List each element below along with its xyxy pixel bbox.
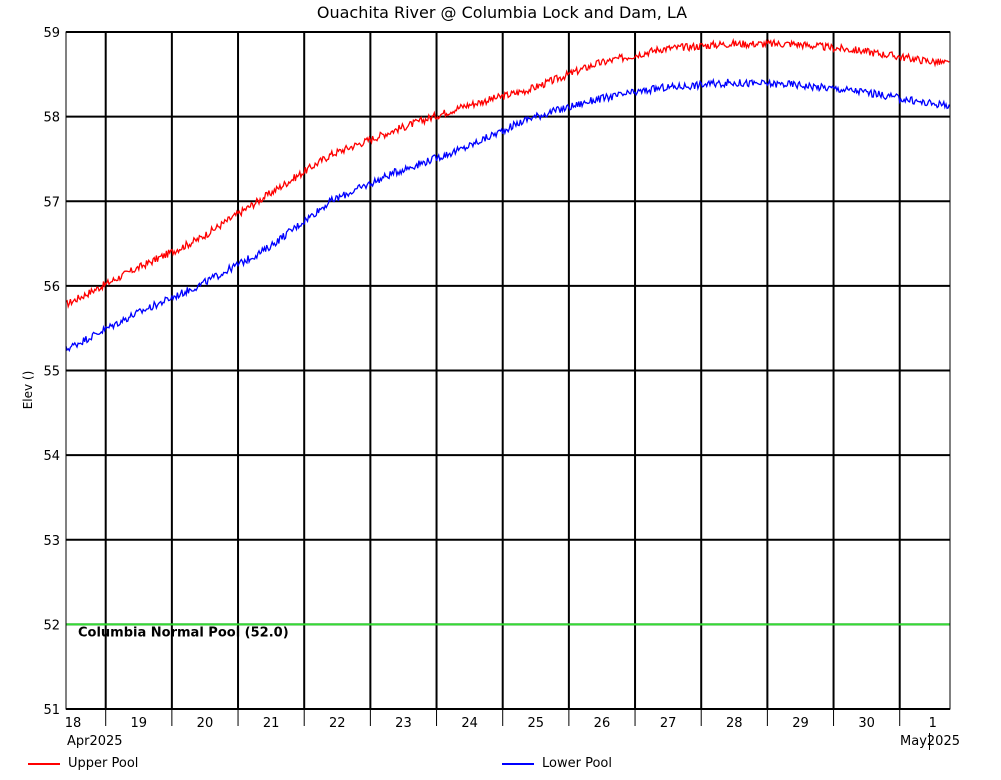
y-tick-label: 53 (43, 534, 60, 549)
y-tick-label: 59 (43, 26, 60, 41)
legend-label-lower-pool: Lower Pool (542, 756, 612, 771)
y-axis-label: Elev () (21, 371, 35, 410)
series-line-upper-pool (65, 37, 950, 310)
y-tick-labels: 51 52 53 54 55 56 57 58 59 (43, 26, 60, 718)
y-tick-label: 58 (43, 111, 60, 126)
x-start-label: Apr2025 (67, 734, 123, 749)
x-tick-label: 22 (329, 716, 346, 731)
legend-lower-pool: Lower Pool (502, 756, 612, 771)
x-tick-label: 20 (197, 716, 214, 731)
x-tick-label: 30 (858, 716, 875, 731)
y-tick-label: 57 (43, 195, 60, 210)
x-tick-labels: 18 19 20 21 22 23 24 25 26 27 28 29 30 1 (65, 716, 937, 750)
legend-swatch-upper-pool (28, 762, 60, 765)
x-tick-label: 24 (461, 716, 478, 731)
y-tick-label: 52 (43, 618, 60, 633)
y-tick-label: 54 (43, 449, 60, 464)
normal-pool-label: Columbia Normal Pool (52.0) (78, 625, 289, 640)
x-tick-label: 26 (594, 716, 611, 731)
x-tick-label: 19 (131, 716, 148, 731)
legend-swatch-lower-pool (502, 762, 534, 765)
y-tick-label: 56 (43, 280, 60, 295)
x-tick-label: 29 (792, 716, 809, 731)
x-tick-label: 1 (929, 716, 937, 731)
reference-line-group: Columbia Normal Pool (52.0) (66, 623, 950, 640)
x-end-label: May2025 (900, 734, 960, 749)
legend-label-upper-pool: Upper Pool (68, 756, 139, 771)
legend-upper-pool: Upper Pool (28, 756, 138, 771)
x-tick-label: 23 (395, 716, 412, 731)
x-tick-label: 21 (263, 716, 280, 731)
y-tick-label: 55 (43, 365, 60, 380)
x-tick-label: 27 (660, 716, 677, 731)
chart-title: Ouachita River @ Columbia Lock and Dam, … (317, 3, 687, 22)
x-tick-label: 28 (726, 716, 743, 731)
grid-lines (66, 31, 950, 726)
series-group (65, 37, 950, 353)
plot-border (65, 31, 951, 710)
series-line-lower-pool (65, 77, 950, 353)
y-tick-label: 51 (43, 703, 60, 718)
x-tick-label: 18 (65, 716, 82, 731)
x-tick-label: 25 (528, 716, 545, 731)
